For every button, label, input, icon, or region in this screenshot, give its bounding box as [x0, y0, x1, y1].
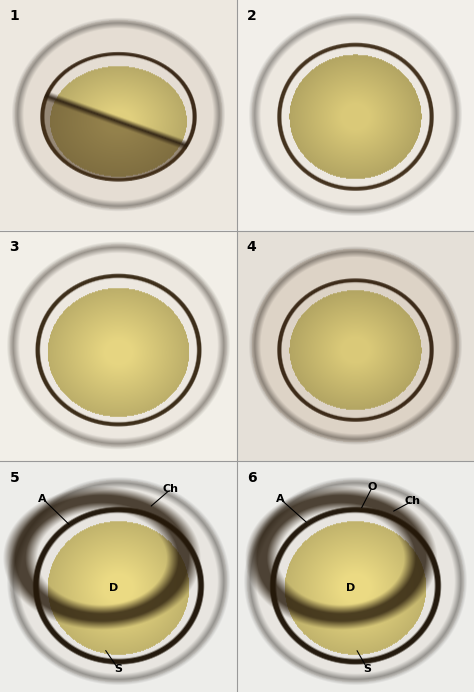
Text: O: O	[367, 482, 377, 492]
Text: 6: 6	[247, 471, 256, 485]
Text: Ch: Ch	[404, 496, 420, 506]
Text: A: A	[38, 493, 47, 504]
Text: 5: 5	[9, 471, 19, 485]
Text: 4: 4	[247, 240, 256, 254]
Text: Ch: Ch	[163, 484, 178, 494]
Text: S: S	[114, 664, 122, 674]
Text: D: D	[346, 583, 356, 594]
Text: A: A	[276, 493, 284, 504]
Text: S: S	[364, 664, 372, 674]
Text: 2: 2	[247, 9, 256, 24]
Text: D: D	[109, 583, 118, 594]
Text: 3: 3	[9, 240, 19, 254]
Text: 1: 1	[9, 9, 19, 24]
